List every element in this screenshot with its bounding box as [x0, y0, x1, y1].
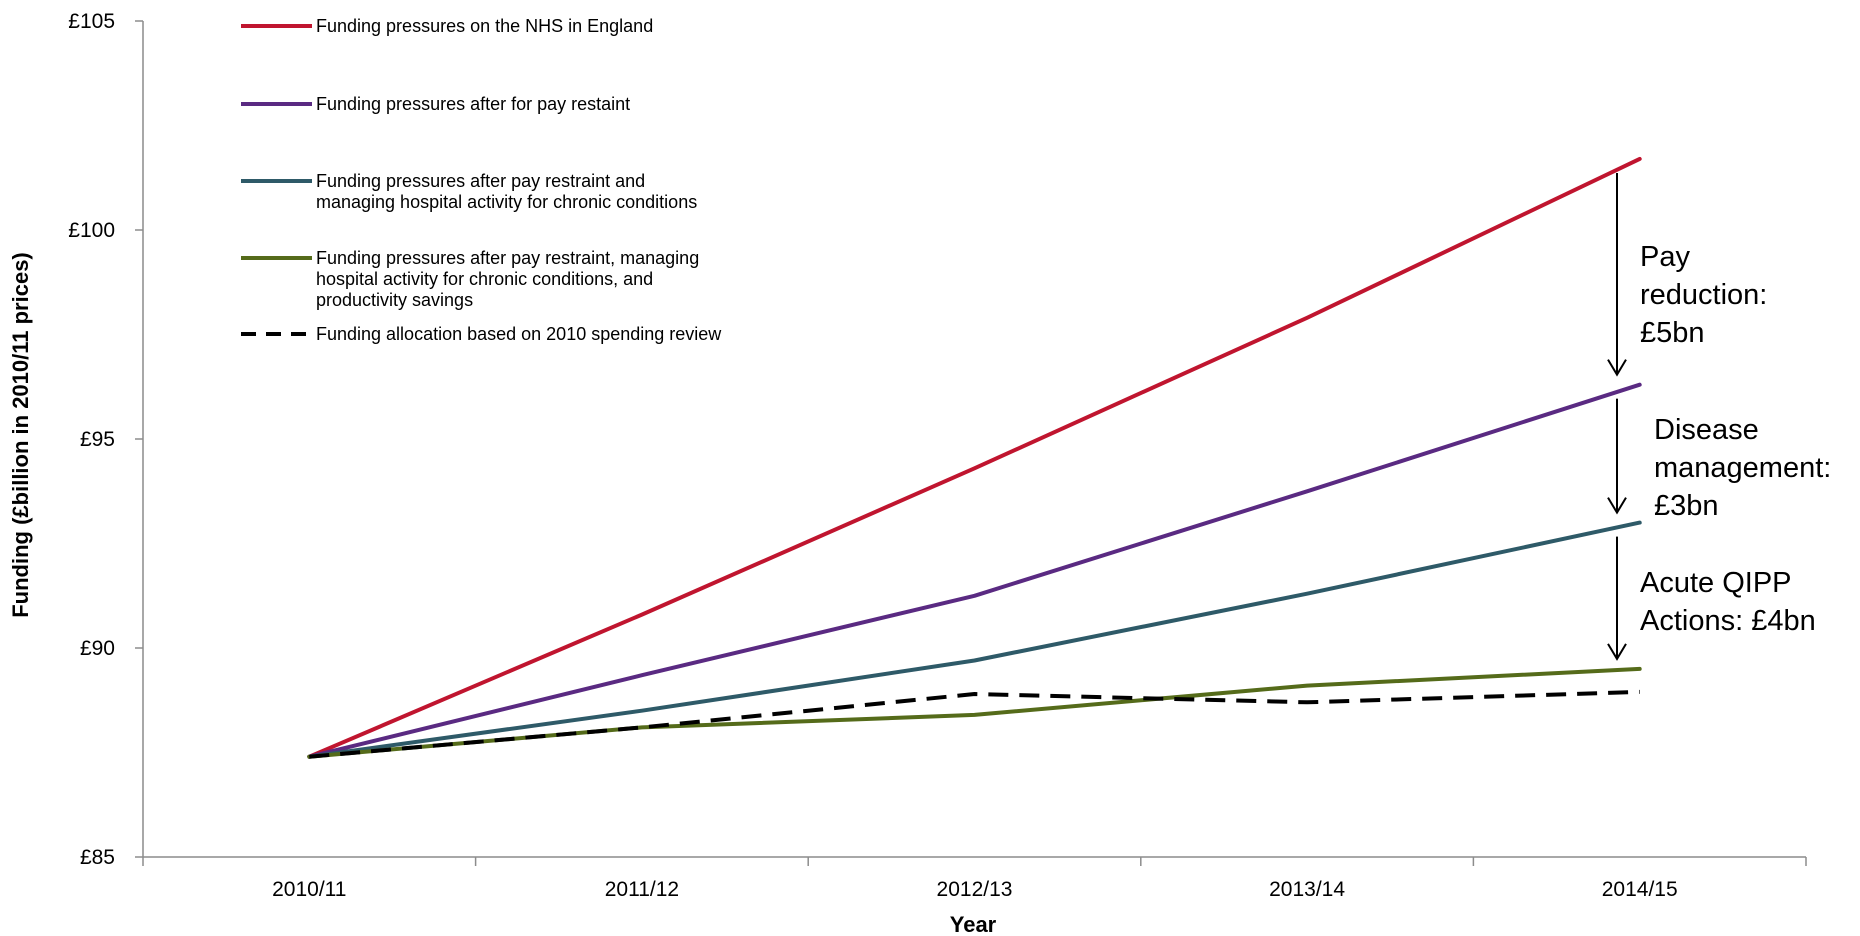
- x-tick-label: 2013/14: [1269, 878, 1345, 901]
- y-tick-label: £95: [80, 428, 115, 451]
- annotation-label: Pay: [1640, 241, 1690, 273]
- annotations-layer: Pay reduction: £5bn Disease management: £3bn A…: [1607, 172, 1831, 661]
- annotation-label: reduction:: [1640, 279, 1767, 311]
- annotation-label: Acute QIPP: [1640, 567, 1792, 599]
- legend-label: Funding pressures after for pay restaint: [316, 94, 630, 114]
- x-tick-label: 2011/12: [605, 878, 679, 901]
- x-tick-label: 2012/13: [937, 878, 1013, 901]
- legend-label: Funding pressures after pay restraint an…: [316, 171, 645, 191]
- legend-label: Funding pressures after pay restraint, m…: [316, 248, 699, 268]
- legend-label: Funding pressures on the NHS in England: [316, 16, 653, 36]
- series-layer: [307, 156, 1642, 759]
- annotation-arrow-head: [1607, 643, 1627, 661]
- x-tick-label: 2014/15: [1602, 878, 1678, 901]
- y-tick-label: £100: [68, 219, 115, 242]
- axes: £85 £90 £95 £100 £105 2010/11 2011/12 2012/13 20…: [68, 10, 1807, 901]
- x-tick-label: 2010/11: [272, 878, 346, 901]
- legend: Funding pressures on the NHS in England F…: [241, 16, 722, 344]
- annotation-label: Disease: [1654, 414, 1759, 446]
- series-line-5: [309, 689, 1640, 759]
- y-tick-label: £105: [68, 10, 115, 33]
- legend-label: productivity savings: [316, 290, 473, 310]
- series-line-2: [307, 382, 1642, 759]
- annotation-arrow-head: [1607, 497, 1627, 515]
- annotation-label: £3bn: [1654, 490, 1719, 522]
- y-axis-title: Funding (£billion in 2010/11 prices): [8, 252, 33, 618]
- legend-label: hospital activity for chronic conditions…: [316, 269, 653, 289]
- legend-label: Funding allocation based on 2010 spendin…: [316, 324, 722, 344]
- x-axis-title: Year: [950, 912, 997, 936]
- annotation-label: management:: [1654, 452, 1831, 484]
- y-tick-label: £90: [80, 637, 115, 660]
- series-line-1: [307, 156, 1642, 759]
- series-line-3: [307, 520, 1642, 759]
- annotation-label: £5bn: [1640, 317, 1705, 349]
- annotation-label: Actions: £4bn: [1640, 605, 1816, 637]
- series-line-4: [307, 666, 1642, 759]
- legend-label: managing hospital activity for chronic c…: [316, 192, 697, 212]
- annotation-arrow-head: [1607, 359, 1627, 377]
- y-tick-label: £85: [80, 846, 115, 869]
